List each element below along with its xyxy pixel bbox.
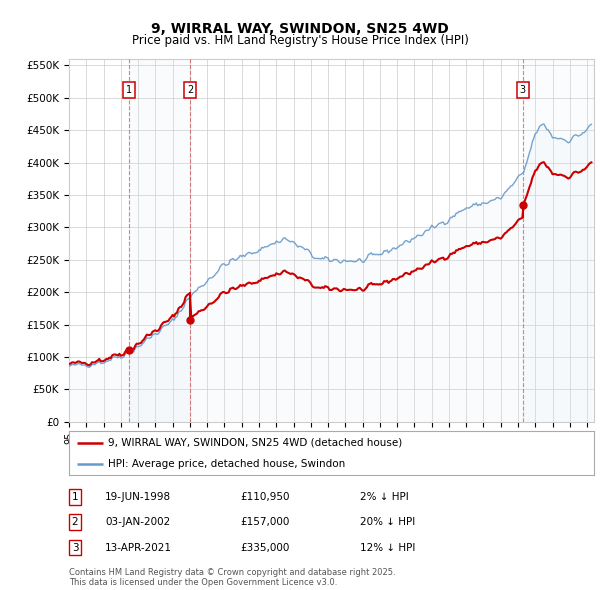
Text: 13-APR-2021: 13-APR-2021 <box>105 543 172 552</box>
Text: 3: 3 <box>520 85 526 95</box>
Text: Contains HM Land Registry data © Crown copyright and database right 2025.
This d: Contains HM Land Registry data © Crown c… <box>69 568 395 587</box>
Text: £335,000: £335,000 <box>240 543 289 552</box>
Text: 1: 1 <box>125 85 132 95</box>
Text: 2: 2 <box>187 85 193 95</box>
Bar <box>523 59 594 422</box>
Text: 3: 3 <box>71 543 79 552</box>
Text: 19-JUN-1998: 19-JUN-1998 <box>105 492 171 502</box>
Text: 2: 2 <box>71 517 79 527</box>
Bar <box>129 59 190 422</box>
Text: 03-JAN-2002: 03-JAN-2002 <box>105 517 170 527</box>
Text: £110,950: £110,950 <box>240 492 290 502</box>
Text: 9, WIRRAL WAY, SWINDON, SN25 4WD: 9, WIRRAL WAY, SWINDON, SN25 4WD <box>151 22 449 37</box>
Text: £157,000: £157,000 <box>240 517 289 527</box>
Text: 12% ↓ HPI: 12% ↓ HPI <box>360 543 415 552</box>
Text: HPI: Average price, detached house, Swindon: HPI: Average price, detached house, Swin… <box>109 459 346 469</box>
Text: 2% ↓ HPI: 2% ↓ HPI <box>360 492 409 502</box>
Text: 20% ↓ HPI: 20% ↓ HPI <box>360 517 415 527</box>
Text: 1: 1 <box>71 492 79 502</box>
Text: Price paid vs. HM Land Registry's House Price Index (HPI): Price paid vs. HM Land Registry's House … <box>131 34 469 47</box>
Text: 9, WIRRAL WAY, SWINDON, SN25 4WD (detached house): 9, WIRRAL WAY, SWINDON, SN25 4WD (detach… <box>109 438 403 448</box>
